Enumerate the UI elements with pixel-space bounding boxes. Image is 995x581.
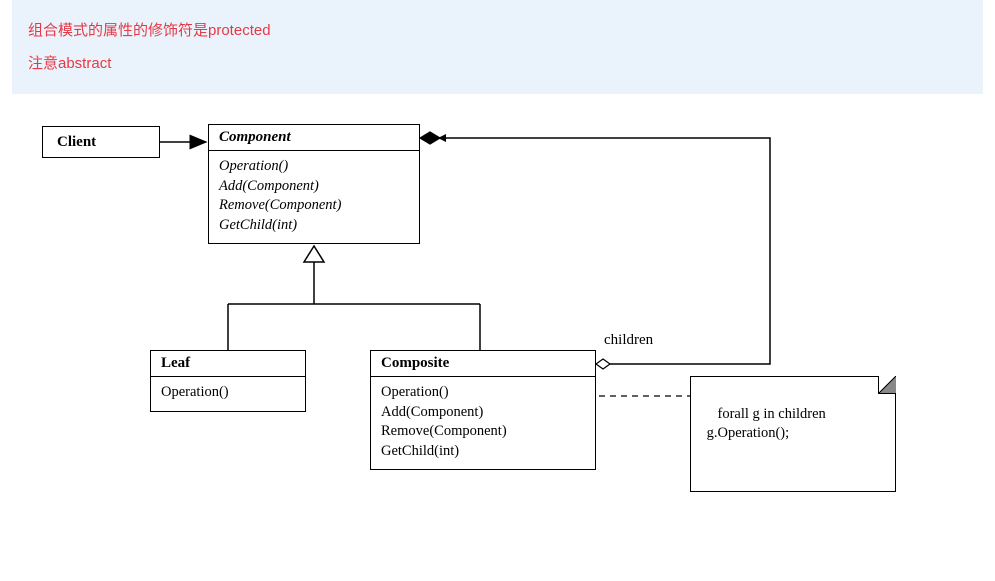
class-component-title: Component	[209, 125, 419, 151]
aggregation-diamond-filled	[420, 132, 440, 144]
class-client-title: Client	[57, 134, 96, 151]
generalization-triangle	[304, 246, 324, 262]
arrow-into-component	[438, 134, 446, 142]
aggregation-diamond-open	[596, 359, 610, 369]
class-component-ops: Operation() Add(Component) Remove(Compon…	[209, 151, 419, 243]
uml-diagram: Client Component Operation() Add(Compone…	[0, 94, 995, 564]
annotation-text: forall g in children g.Operation();	[703, 406, 826, 442]
edge-aggregation-children	[440, 138, 770, 364]
class-composite-title: Composite	[371, 351, 595, 377]
dog-ear-icon	[878, 376, 896, 394]
class-client: Client	[42, 126, 160, 158]
annotation-note: forall g in children g.Operation();	[690, 376, 896, 492]
class-leaf-ops: Operation()	[151, 377, 305, 411]
note-line-2: 注意abstract	[28, 47, 967, 80]
class-leaf: Leaf Operation()	[150, 350, 306, 412]
info-note: 组合模式的属性的修饰符是protected 注意abstract	[12, 0, 983, 94]
label-children: children	[604, 332, 653, 349]
class-composite: Composite Operation() Add(Component) Rem…	[370, 350, 596, 470]
note-line-1: 组合模式的属性的修饰符是protected	[28, 14, 967, 47]
class-composite-ops: Operation() Add(Component) Remove(Compon…	[371, 377, 595, 469]
class-component: Component Operation() Add(Component) Rem…	[208, 124, 420, 244]
connectors-svg	[0, 94, 995, 564]
class-leaf-title: Leaf	[151, 351, 305, 377]
